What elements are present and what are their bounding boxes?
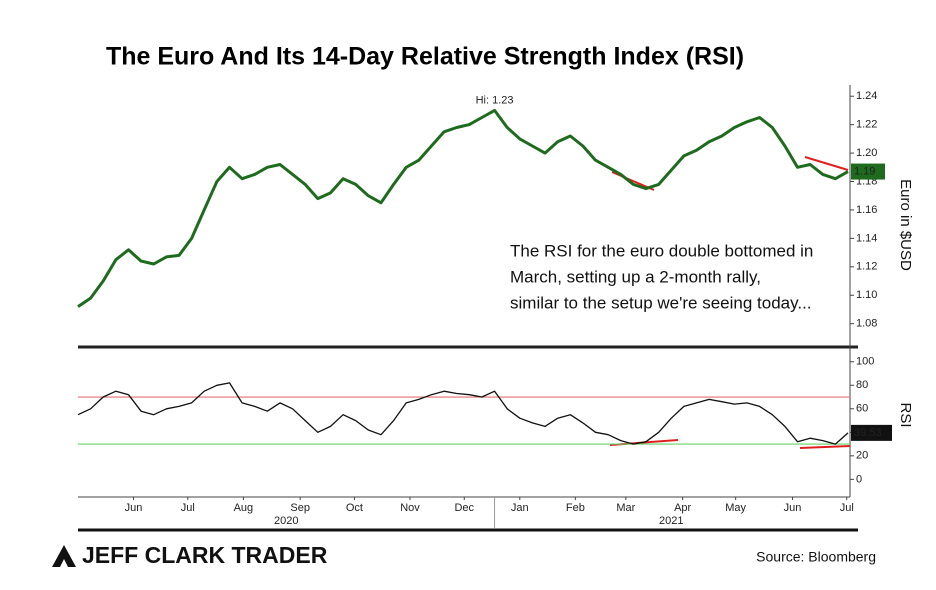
x-tick-label: Apr [674, 502, 691, 514]
value-label: 39.53 [854, 427, 882, 439]
x-tick-label: Jul [840, 502, 854, 514]
y-tick-label: 60 [856, 403, 868, 415]
y-tick-label: 20 [856, 450, 868, 462]
note-line: The RSI for the euro double bottomed in [510, 241, 813, 260]
value-label-box [851, 424, 892, 441]
trend-line [804, 156, 849, 171]
x-tick-label: Jun [125, 502, 143, 514]
y-tick-label: 1.24 [856, 90, 877, 102]
logo: JEFF CLARK TRADER [82, 542, 328, 568]
series-line [77, 382, 849, 445]
chart-title: The Euro And Its 14-Day Relative Strengt… [106, 43, 744, 71]
source: Source: Bloomberg [756, 549, 876, 565]
x-tick-label: Sep [290, 502, 310, 514]
annotation: Hi: 1.23 [476, 94, 514, 106]
x-tick-label: Oct [346, 502, 363, 514]
y-tick-label: 1.16 [856, 204, 877, 216]
x-tick-label: Jul [181, 502, 195, 514]
y-tick-label: 100 [856, 356, 874, 368]
value-label: 1.19 [854, 165, 875, 177]
series-line [77, 108, 849, 308]
y-tick-label: 1.12 [856, 261, 877, 273]
y-tick-label: 0 [856, 473, 862, 485]
y-tick-label: 1.08 [856, 318, 877, 330]
x-group-label: 2021 [659, 515, 683, 527]
y-tick-label: 80 [856, 379, 868, 391]
value-label-box [851, 163, 885, 180]
x-group-label: 2020 [274, 515, 298, 527]
x-tick-label: Dec [454, 502, 474, 514]
note-line: March, setting up a 2-month rally, [510, 267, 761, 286]
x-tick-label: Aug [234, 502, 254, 514]
y-tick-label: 1.20 [856, 147, 877, 159]
x-tick-label: Feb [566, 502, 585, 514]
note-line: similar to the setup we're seeing today.… [510, 293, 812, 312]
y-axis-label: RSI [897, 402, 914, 427]
x-tick-label: Mar [616, 502, 635, 514]
logo-icon [52, 545, 76, 567]
trend-line [799, 445, 851, 449]
y-tick-label: 1.22 [856, 119, 877, 131]
x-tick-label: Jun [784, 502, 802, 514]
y-tick-label: 1.14 [856, 232, 877, 244]
y-tick-label: 1.10 [856, 289, 877, 301]
x-tick-label: Jan [511, 502, 529, 514]
y-axis-label: Euro in $USD [897, 179, 914, 271]
x-tick-label: May [725, 502, 746, 514]
x-tick-label: Nov [400, 502, 420, 514]
